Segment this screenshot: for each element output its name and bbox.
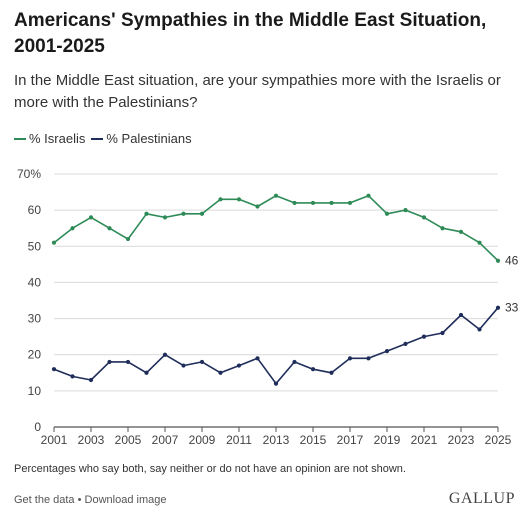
y-tick-label: 50 xyxy=(28,239,42,253)
palestinians-point xyxy=(181,363,186,368)
x-tick-label: 2023 xyxy=(448,433,475,447)
israelis-end-label: 46 xyxy=(505,254,519,268)
israelis-point xyxy=(421,215,427,220)
israelis-point xyxy=(477,240,482,245)
y-axis-labels: 0 10 20 30 40 50 60 70% xyxy=(17,167,41,434)
palestinians-end-label: 33 xyxy=(505,301,519,315)
israelis-point xyxy=(329,200,334,206)
footer-separator: • xyxy=(77,494,82,506)
x-tick-label: 2019 xyxy=(374,433,401,447)
grid-lines xyxy=(54,173,498,428)
chart-subtitle: In the Middle East situation, are your s… xyxy=(14,72,501,111)
legend-label-palestinians: % Palestinians xyxy=(106,131,192,146)
palestinians-point xyxy=(51,367,57,372)
israelis-point xyxy=(144,211,149,216)
palestinians-point xyxy=(384,349,390,354)
israelis-point xyxy=(199,211,205,216)
chart-footer: Get the data • Download image xyxy=(14,494,166,506)
palestinians-point xyxy=(458,312,464,318)
palestinians-point xyxy=(366,356,371,361)
palestinians-point xyxy=(440,330,445,336)
palestinians-point xyxy=(218,370,223,375)
palestinians-point xyxy=(125,359,131,365)
chart-footnote: Percentages who say both, say neither or… xyxy=(14,463,406,475)
x-tick-label: 2021 xyxy=(411,433,438,447)
y-tick-label: 70% xyxy=(17,167,41,181)
end-labels: 46 33 xyxy=(505,254,519,315)
palestinians-point xyxy=(329,370,334,375)
israelis-point xyxy=(273,193,279,198)
palestinians-point xyxy=(88,377,94,383)
israelis-point xyxy=(162,215,168,220)
palestinians-point xyxy=(107,359,112,365)
israelis-point xyxy=(495,258,501,263)
israelis-point xyxy=(218,197,223,202)
chart-legend: % Israelis % Palestinians xyxy=(14,131,198,146)
palestinians-point xyxy=(236,363,242,368)
israelis-point xyxy=(181,211,186,216)
palestinians-point xyxy=(273,381,279,386)
y-tick-label: 10 xyxy=(28,384,42,398)
israelis-point xyxy=(70,226,75,231)
series-lines xyxy=(53,194,499,385)
legend-label-israelis: % Israelis xyxy=(29,131,86,146)
x-tick-label: 2011 xyxy=(226,433,252,447)
download-image-link[interactable]: Download image xyxy=(84,494,167,506)
x-tick-label: 2001 xyxy=(41,433,68,447)
palestinians-point xyxy=(403,341,408,346)
israelis-point xyxy=(125,236,131,242)
palestinians-point xyxy=(255,356,260,361)
palestinians-point xyxy=(421,334,427,339)
y-tick-label: 20 xyxy=(28,348,42,362)
palestinians-point xyxy=(347,356,353,361)
palestinians-point xyxy=(310,367,316,372)
legend-swatch-palestinians xyxy=(91,137,104,140)
x-tick-label: 2017 xyxy=(337,433,364,447)
gallup-logo: GALLUP xyxy=(448,490,515,507)
x-tick-label: 2013 xyxy=(263,433,290,447)
chart-title: Americans' Sympathies in the Middle East… xyxy=(14,10,487,57)
israelis-point xyxy=(107,226,112,231)
palestinians-line xyxy=(53,307,499,385)
israelis-point xyxy=(51,240,57,245)
israelis-point xyxy=(366,193,371,198)
x-tick-label: 2009 xyxy=(189,433,216,447)
palestinians-point xyxy=(292,359,297,365)
palestinians-point xyxy=(199,359,205,365)
palestinians-point xyxy=(70,374,75,379)
legend-item-palestinians: % Palestinians xyxy=(91,131,192,146)
palestinians-point xyxy=(144,370,149,375)
israelis-point xyxy=(403,208,408,213)
israelis-point xyxy=(236,197,242,202)
legend-item-israelis: % Israelis xyxy=(14,131,85,146)
israelis-point xyxy=(384,211,390,216)
y-tick-label: 0 xyxy=(34,420,41,434)
x-tick-label: 2003 xyxy=(78,433,105,447)
israelis-point xyxy=(88,215,94,220)
y-tick-label: 30 xyxy=(28,312,42,326)
get-data-link[interactable]: Get the data xyxy=(14,494,75,506)
y-tick-label: 60 xyxy=(28,203,42,217)
x-tick-label: 2007 xyxy=(152,433,179,447)
line-chart: 0 10 20 30 40 50 60 70% 2001 2003 2005 2007 2009 201… xyxy=(17,167,519,447)
legend-swatch-israelis xyxy=(14,137,26,140)
x-tick-label: 2025 xyxy=(485,433,512,447)
israelis-point xyxy=(255,204,260,209)
series-points xyxy=(51,193,501,386)
palestinians-point xyxy=(477,327,482,332)
x-tick-label: 2015 xyxy=(300,433,327,447)
israelis-point xyxy=(347,200,353,206)
palestinians-point xyxy=(162,352,168,357)
israelis-line xyxy=(53,194,499,262)
israelis-point xyxy=(440,226,445,231)
israelis-point xyxy=(458,229,464,234)
x-tick-label: 2005 xyxy=(115,433,142,447)
y-tick-label: 40 xyxy=(28,275,42,289)
palestinians-point xyxy=(495,305,501,310)
x-axis: 2001 2003 2005 2007 2009 2011 2013 2015 2017 2019… xyxy=(41,427,512,447)
israelis-point xyxy=(310,200,316,206)
israelis-point xyxy=(292,200,297,206)
